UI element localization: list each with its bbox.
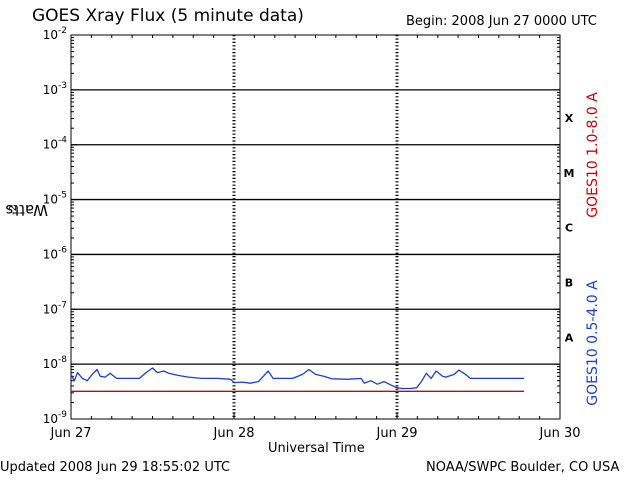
updated-timestamp: Updated 2008 Jun 29 18:55:02 UTC: [0, 460, 231, 475]
legend-long-channel: GOES10 1.0-8.0 A: [578, 60, 608, 250]
y-tick-base: 10: [43, 83, 58, 97]
series-short-channel-line: [70, 367, 525, 390]
y-tick-exponent: -7: [58, 300, 67, 310]
x-tick-label: Jun 27: [50, 426, 92, 441]
y-tick-base: 10: [43, 138, 58, 152]
flare-class-label: C: [565, 222, 573, 235]
y-tick-base: 10: [43, 247, 58, 261]
chart-title: GOES Xray Flux (5 minute data): [32, 6, 304, 26]
y-tick-base: 10: [43, 193, 58, 207]
y-tick-label: 10-7: [43, 300, 67, 316]
y-tick-label: 10-5: [43, 191, 67, 207]
y-tick-label: 10-4: [43, 136, 68, 152]
x-tick-label: Jun 30: [539, 426, 581, 441]
x-tick-label: Jun 29: [376, 426, 418, 441]
y-tick-exponent: -9: [58, 410, 67, 420]
flare-class-label: X: [565, 112, 574, 125]
y-tick-base: 10: [43, 28, 58, 42]
y-tick-label: 10-9: [43, 410, 68, 426]
y-tick-exponent: -5: [58, 191, 67, 201]
y-tick-base: 10: [43, 302, 58, 316]
credit-text: NOAA/SWPC Boulder, CO USA: [426, 460, 620, 475]
plot-frame: [70, 34, 561, 420]
flare-class-label: M: [564, 167, 575, 180]
y-tick-exponent: -3: [58, 81, 67, 91]
grid-layer: [71, 35, 560, 419]
legend-short-channel: GOES10 0.5-4.0 A: [578, 258, 608, 428]
y-tick-base: 10: [43, 357, 58, 371]
y-tick-base: 10: [43, 412, 58, 426]
series-layer: [70, 367, 525, 392]
y-tick-exponent: -6: [58, 245, 67, 255]
y-tick-exponent: -4: [58, 136, 67, 146]
axis-layer: [70, 34, 561, 420]
y-tick-label: 10-3: [43, 81, 67, 97]
legend-long-label: GOES10 1.0-8.0 A: [585, 92, 601, 218]
begin-time: Begin: 2008 Jun 27 0000 UTC: [406, 14, 597, 29]
y-tick-exponent: -2: [58, 26, 67, 36]
flare-class-label: B: [565, 277, 573, 290]
y-tick-label: 10-6: [43, 245, 68, 261]
y-tick-label: 10-8: [43, 355, 68, 371]
x-tick-label: Jun 28: [213, 426, 255, 441]
x-axis-title: Universal Time: [268, 441, 365, 456]
y-tick-exponent: -8: [58, 355, 67, 365]
legend-short-label: GOES10 0.5-4.0 A: [585, 280, 601, 406]
y-tick-label: 10-2: [43, 26, 67, 42]
flare-class-label: A: [565, 331, 574, 344]
